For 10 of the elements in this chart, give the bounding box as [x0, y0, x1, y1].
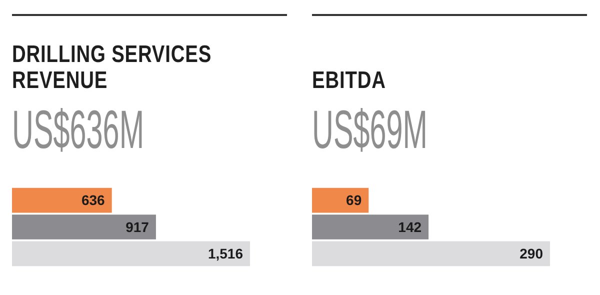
chart-title: EBITDA [312, 67, 387, 94]
data-label: 142 [398, 218, 422, 235]
data-label: 290 [520, 246, 544, 262]
data-label: 917 [126, 218, 150, 235]
data-label: 69 [346, 192, 362, 208]
data-label: 1,516 [208, 246, 244, 262]
chart-subtitle: US$69M [312, 100, 428, 160]
chart-subtitle: US$636M [12, 100, 144, 160]
chart-title: DRILLING SERVICES REVENUE [12, 41, 213, 94]
data-label: 636 [81, 192, 106, 208]
